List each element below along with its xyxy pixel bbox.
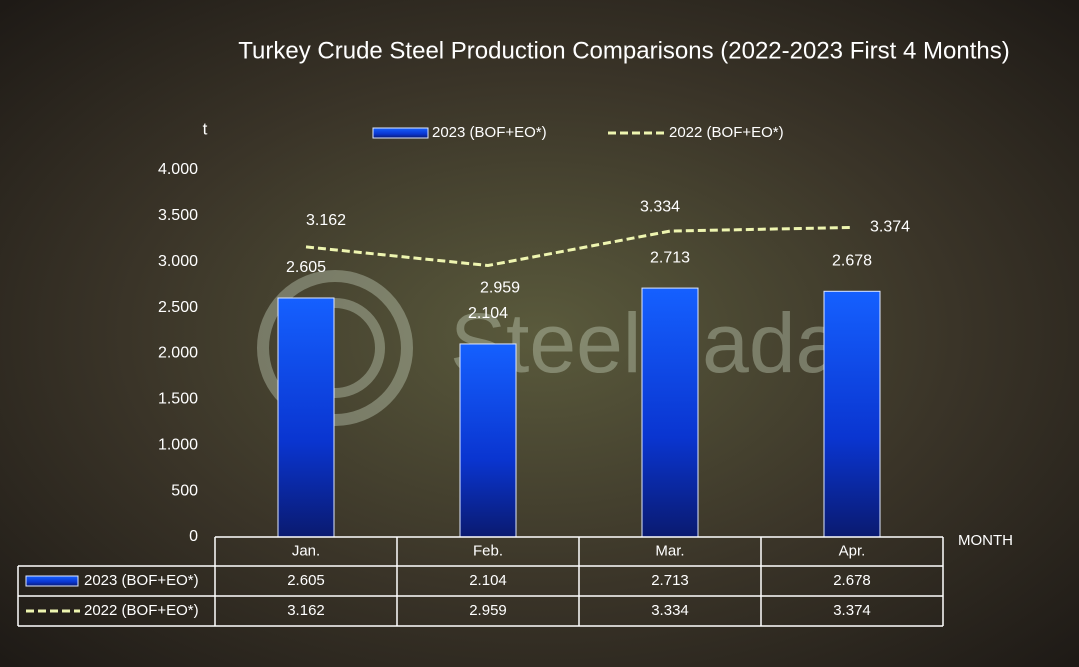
y-tick-label: 2.000 — [158, 345, 198, 362]
legend-key — [372, 127, 429, 139]
table-cell: 2.678 — [833, 572, 871, 589]
y-tick-label: 3.000 — [158, 253, 198, 270]
table-cell: 3.162 — [287, 602, 325, 619]
data-label: 2.605 — [286, 259, 326, 276]
table-cell: 2.959 — [469, 602, 507, 619]
legend-key — [25, 575, 79, 587]
table-row-header: 2023 (BOF+EO*) — [84, 572, 199, 589]
data-label: 2.959 — [480, 280, 520, 297]
watermark-icon — [257, 270, 413, 426]
legend-label: 2023 (BOF+EO*) — [432, 124, 547, 141]
table-row-header: 2022 (BOF+EO*) — [84, 602, 199, 619]
legend-label: 2022 (BOF+EO*) — [669, 124, 784, 141]
line — [305, 225, 853, 268]
y-tick-label: 1.000 — [158, 436, 198, 453]
bar — [823, 290, 881, 538]
data-label: 2.678 — [832, 253, 872, 270]
bar — [641, 287, 699, 538]
y-tick-label: 1.500 — [158, 391, 198, 408]
table-cell: 2.104 — [469, 572, 507, 589]
x-tick-label: Feb. — [473, 542, 503, 559]
y-tick-label: 4.000 — [158, 161, 198, 178]
data-label: 2.713 — [650, 249, 690, 266]
y-tick-label: 0 — [189, 528, 198, 545]
data-label: 3.334 — [640, 198, 680, 215]
y-tick-label: 2.500 — [158, 299, 198, 316]
x-axis-label: MONTH — [958, 532, 1013, 549]
table-cell: 2.713 — [651, 572, 689, 589]
data-label: 2.104 — [468, 305, 508, 322]
bar — [277, 297, 335, 538]
chart-title: Turkey Crude Steel Production Comparison… — [238, 37, 1009, 64]
y-axis-label: t — [203, 119, 208, 138]
data-label: 3.374 — [870, 219, 910, 236]
table-cell: 3.374 — [833, 602, 871, 619]
x-tick-label: Apr. — [839, 542, 866, 559]
bar — [459, 343, 517, 538]
x-tick-label: Mar. — [655, 542, 684, 559]
x-tick-label: Jan. — [292, 542, 320, 559]
table-cell: 3.334 — [651, 602, 689, 619]
y-tick-label: 3.500 — [158, 207, 198, 224]
table-cell: 2.605 — [287, 572, 325, 589]
data-label: 3.162 — [306, 212, 346, 229]
y-tick-label: 500 — [171, 482, 198, 499]
